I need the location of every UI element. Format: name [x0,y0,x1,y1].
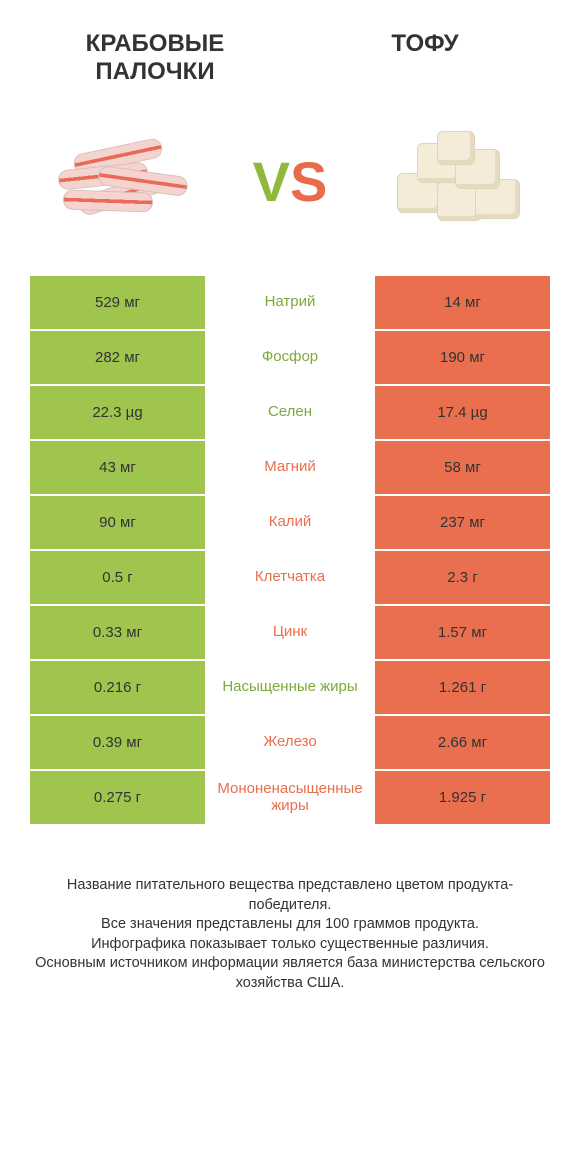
value-left: 0.5 г [30,551,205,604]
title-right: ТОФУ [317,30,533,58]
nutrient-label: Селен [205,386,375,439]
nutrient-label: Насыщенные жиры [205,661,375,714]
vs-row: VS [0,96,580,276]
table-row: 0.275 гМононенасыщенные жиры1.925 г [30,771,550,826]
value-left: 0.33 мг [30,606,205,659]
nutrient-label: Магний [205,441,375,494]
tofu-image [382,126,532,236]
table-row: 43 мгМагний58 мг [30,441,550,496]
nutrient-label: Клетчатка [205,551,375,604]
value-left: 43 мг [30,441,205,494]
crab-sticks-image [48,126,198,236]
footer-line-3: Инфографика показывает только существенн… [30,935,550,955]
value-right: 237 мг [375,496,550,549]
nutrition-table: 529 мгНатрий14 мг282 мгФосфор190 мг22.3 … [30,276,550,826]
table-row: 0.216 гНасыщенные жиры1.261 г [30,661,550,716]
title-left: КРАБОВЫЕ ПАЛОЧКИ [47,30,263,86]
value-right: 14 мг [375,276,550,329]
value-left: 22.3 µg [30,386,205,439]
value-left: 529 мг [30,276,205,329]
table-row: 529 мгНатрий14 мг [30,276,550,331]
table-row: 90 мгКалий237 мг [30,496,550,551]
footer-line-2: Все значения представлены для 100 граммо… [30,915,550,935]
table-row: 0.5 гКлетчатка2.3 г [30,551,550,606]
nutrient-label: Калий [205,496,375,549]
nutrient-label: Мононенасыщенные жиры [205,771,375,824]
value-right: 190 мг [375,331,550,384]
nutrient-label: Фосфор [205,331,375,384]
value-right: 1.57 мг [375,606,550,659]
nutrient-label: Натрий [205,276,375,329]
table-row: 22.3 µgСелен17.4 µg [30,386,550,441]
vs-label: VS [253,149,328,214]
value-right: 1.925 г [375,771,550,824]
value-left: 0.39 мг [30,716,205,769]
value-right: 58 мг [375,441,550,494]
header: КРАБОВЫЕ ПАЛОЧКИ ТОФУ [0,0,580,96]
nutrient-label: Железо [205,716,375,769]
footer-line-1: Название питательного вещества представл… [30,876,550,915]
value-right: 2.66 мг [375,716,550,769]
vs-s: S [290,150,327,213]
value-left: 0.275 г [30,771,205,824]
value-right: 17.4 µg [375,386,550,439]
table-row: 282 мгФосфор190 мг [30,331,550,386]
value-right: 1.261 г [375,661,550,714]
table-row: 0.33 мгЦинк1.57 мг [30,606,550,661]
value-left: 90 мг [30,496,205,549]
footer-line-4: Основным источником информации является … [30,954,550,993]
value-left: 0.216 г [30,661,205,714]
table-row: 0.39 мгЖелезо2.66 мг [30,716,550,771]
value-right: 2.3 г [375,551,550,604]
value-left: 282 мг [30,331,205,384]
nutrient-label: Цинк [205,606,375,659]
footer-notes: Название питательного вещества представл… [0,826,580,1023]
vs-v: V [253,150,290,213]
